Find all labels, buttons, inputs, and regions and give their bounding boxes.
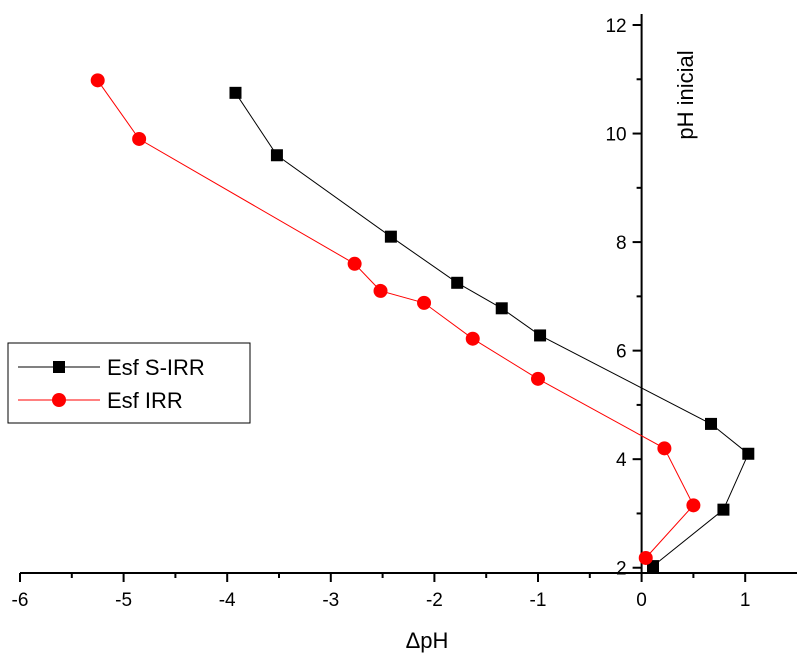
x-tick-label: -2 — [426, 590, 443, 611]
data-point-esf-s-irr — [495, 302, 508, 315]
data-point-esf-irr — [373, 283, 388, 298]
x-tick-label: -4 — [219, 590, 236, 611]
legend-marker-esf-s-irr — [53, 361, 65, 373]
data-point-esf-s-irr — [742, 447, 755, 460]
data-point-esf-irr — [531, 371, 545, 386]
data-point-esf-s-irr — [384, 230, 397, 243]
x-axis-title: ΔpH — [406, 628, 449, 653]
data-point-esf-s-irr — [270, 149, 283, 162]
legend-label-esf-irr: Esf IRR — [107, 388, 183, 413]
data-point-esf-s-irr — [717, 503, 730, 516]
series-line-esf-irr — [97, 80, 695, 559]
legend-box — [7, 342, 251, 424]
data-point-esf-irr — [417, 295, 432, 310]
y-tick-label: 6 — [616, 342, 627, 363]
x-tick-label: 1 — [740, 590, 751, 611]
series-esf-s-irr — [229, 86, 755, 573]
data-point-esf-irr — [347, 256, 362, 271]
legend-marker-esf-irr — [52, 393, 66, 407]
x-tick-label: -6 — [12, 590, 29, 611]
x-tick-label: -5 — [115, 590, 132, 611]
legend: Esf S-IRR Esf IRR — [7, 342, 251, 424]
data-point-esf-s-irr — [229, 86, 242, 99]
data-point-esf-irr — [90, 73, 105, 88]
data-point-esf-s-irr — [534, 329, 547, 342]
x-tick-label: -1 — [530, 590, 547, 611]
data-point-esf-irr — [465, 331, 480, 346]
series-layer — [90, 73, 755, 573]
data-point-esf-s-irr — [705, 417, 718, 430]
x-tick-label: 0 — [636, 590, 647, 611]
data-point-esf-irr — [132, 131, 147, 146]
series-esf-irr — [90, 73, 701, 565]
series-line-esf-s-irr — [235, 92, 749, 567]
data-point-esf-irr — [638, 550, 653, 565]
y-tick-label: 8 — [616, 233, 627, 254]
legend-label-esf-s-irr: Esf S-IRR — [107, 355, 205, 380]
data-point-esf-s-irr — [451, 276, 464, 289]
y-tick-label: 2 — [616, 559, 627, 580]
data-point-esf-irr — [657, 441, 672, 456]
x-tick-label: -3 — [322, 590, 339, 611]
y-tick-label: 12 — [605, 16, 626, 37]
y-tick-label: 10 — [605, 125, 626, 146]
y-axis-title: pH inicial — [673, 50, 698, 139]
data-point-esf-irr — [686, 498, 701, 513]
y-tick-label: 4 — [616, 450, 627, 471]
